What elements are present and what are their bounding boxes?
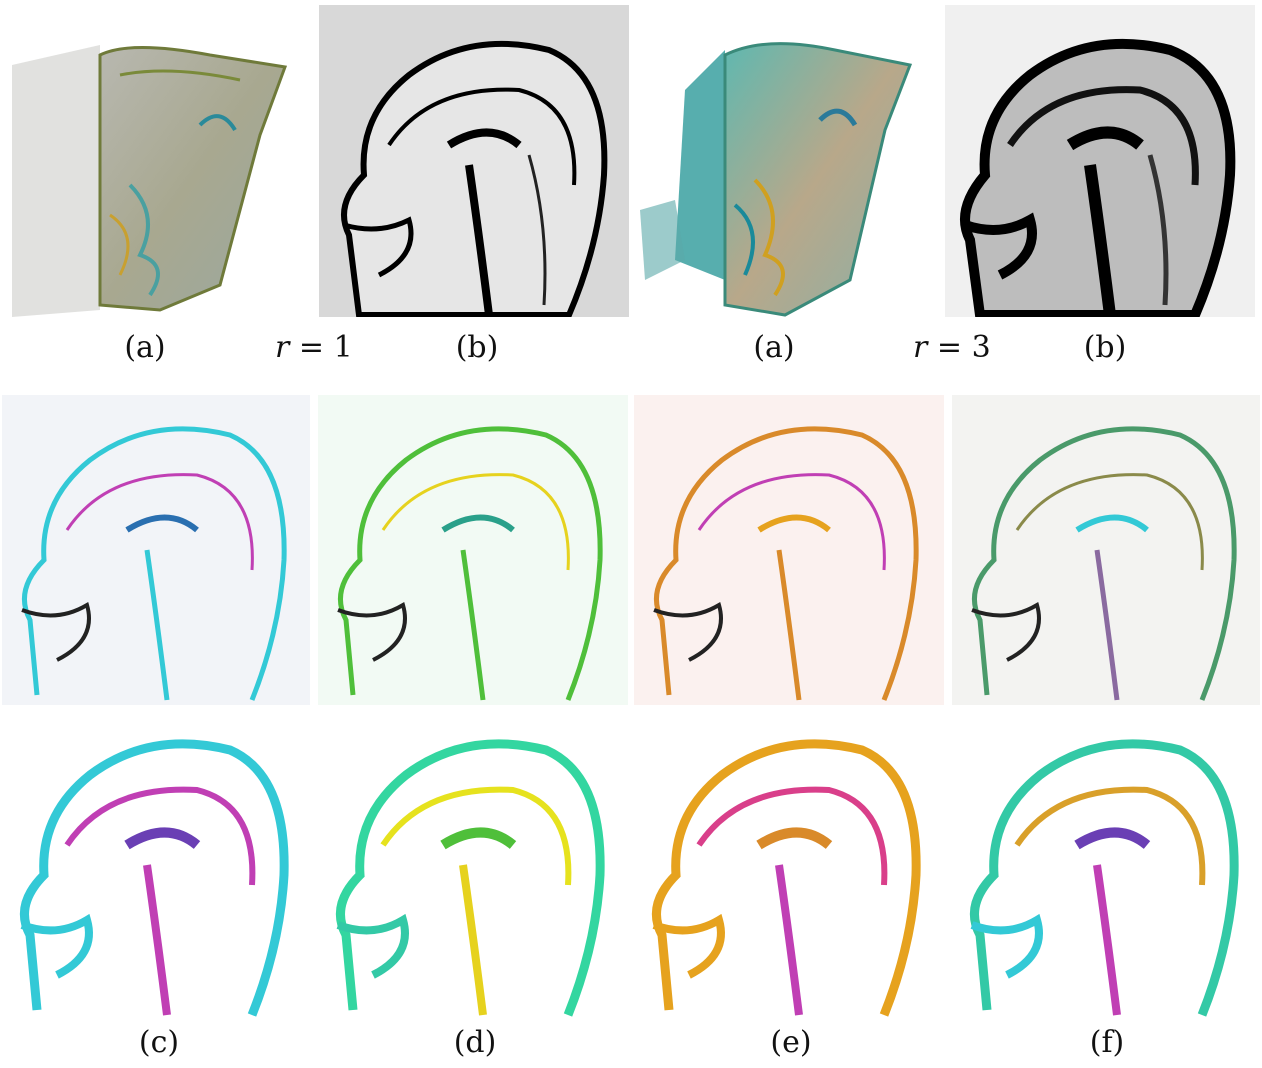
panel-c-top-image bbox=[2, 395, 310, 705]
panel-f-top bbox=[952, 395, 1260, 705]
radius-variable-r1: r bbox=[275, 330, 290, 365]
panel-f-top-image bbox=[952, 395, 1260, 705]
radius-variable-r3: r bbox=[913, 330, 928, 365]
grayscale-slice-r1 bbox=[319, 5, 629, 317]
caption-d: (d) bbox=[453, 1025, 497, 1060]
volume-render-r1 bbox=[10, 35, 290, 317]
grayscale-slice-r3 bbox=[945, 5, 1255, 317]
caption-c: (c) bbox=[138, 1025, 180, 1060]
volume-render-r3 bbox=[635, 30, 915, 317]
panel-e-bottom bbox=[634, 710, 944, 1020]
panel-e-top bbox=[634, 395, 944, 705]
caption-f: (f) bbox=[1089, 1025, 1125, 1060]
volume-render-r3-image bbox=[635, 30, 915, 317]
panel-f-bottom-image bbox=[952, 710, 1260, 1020]
radius-value-r3: = 3 bbox=[936, 330, 991, 365]
panel-e-top-image bbox=[634, 395, 944, 705]
panel-c-bottom-image bbox=[2, 710, 310, 1020]
panel-f-bottom bbox=[952, 710, 1260, 1020]
radius-label-r1: r = 1 bbox=[275, 330, 353, 366]
panel-c-top bbox=[2, 395, 310, 705]
grayscale-slice-r1-image bbox=[319, 5, 629, 317]
caption-a-r1: (a) bbox=[124, 330, 166, 365]
caption-b-r3: (b) bbox=[1083, 330, 1127, 365]
panel-d-top-image bbox=[318, 395, 628, 705]
radius-value-r1: = 1 bbox=[298, 330, 353, 365]
caption-a-r3: (a) bbox=[753, 330, 795, 365]
panel-e-bottom-image bbox=[634, 710, 944, 1020]
panel-d-bottom bbox=[318, 710, 628, 1020]
panel-d-bottom-image bbox=[318, 710, 628, 1020]
panel-c-bottom bbox=[2, 710, 310, 1020]
caption-b-r1: (b) bbox=[455, 330, 499, 365]
radius-label-r3: r = 3 bbox=[913, 330, 991, 366]
panel-d-top bbox=[318, 395, 628, 705]
caption-e: (e) bbox=[770, 1025, 812, 1060]
volume-render-r1-image bbox=[10, 35, 290, 317]
grayscale-slice-r3-image bbox=[945, 5, 1255, 317]
